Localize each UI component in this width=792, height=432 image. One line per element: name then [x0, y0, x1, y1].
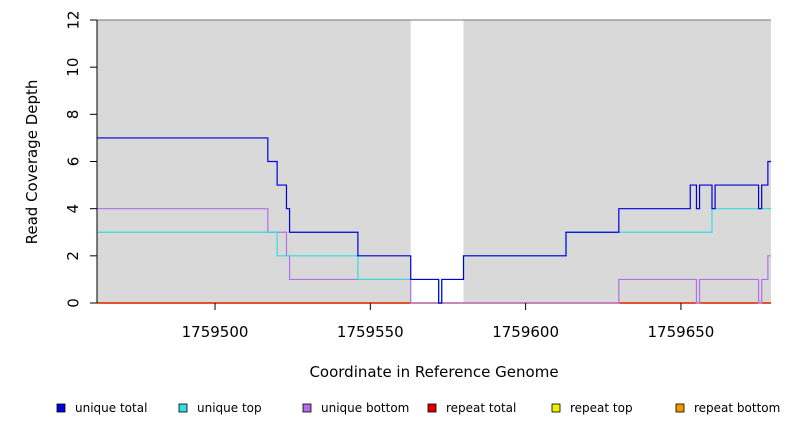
- legend: unique total unique top unique bottom repea…: [56, 401, 780, 415]
- legend-swatch-unique-total: [56, 403, 66, 413]
- x-axis-title: Coordinate in Reference Genome: [309, 363, 558, 381]
- y-tick-label: 12: [64, 10, 82, 29]
- x-tick-label: 1759600: [492, 323, 559, 341]
- legend-swatch-unique-bottom: [302, 403, 312, 413]
- legend-label-repeat-bottom: repeat bottom: [694, 401, 780, 415]
- y-tick-label: 4: [64, 204, 82, 214]
- shaded-region: [463, 20, 771, 303]
- y-tick-label: 6: [64, 157, 82, 167]
- series-line-unique-bottom: [97, 208, 771, 304]
- legend-label-unique-bottom: unique bottom: [321, 401, 409, 415]
- plot-background: [97, 19, 771, 303]
- y-tick-label: 2: [64, 251, 82, 261]
- shaded-region: [97, 20, 411, 303]
- axes: 0 2 4 6 8 10 12 1759500 1759550 1759600 1759650: [64, 10, 714, 341]
- y-tick-label: 10: [64, 58, 82, 77]
- legend-swatch-repeat-total: [427, 403, 437, 413]
- legend-swatch-repeat-top: [551, 403, 561, 413]
- legend-label-unique-top: unique top: [197, 401, 262, 415]
- legend-swatch-unique-top: [178, 403, 188, 413]
- series-line-unique-total: [97, 137, 771, 304]
- x-tick-label: 1759650: [648, 323, 715, 341]
- legend-swatch-repeat-bottom: [675, 403, 685, 413]
- series-group: [97, 137, 771, 304]
- legend-label-unique-total: unique total: [75, 401, 147, 415]
- x-tick-label: 1759550: [337, 323, 404, 341]
- legend-label-repeat-top: repeat top: [570, 401, 633, 415]
- y-axis-title: Read Coverage Depth: [23, 80, 41, 245]
- y-tick-label: 8: [64, 110, 82, 120]
- legend-label-repeat-total: repeat total: [446, 401, 516, 415]
- y-tick-label: 0: [64, 298, 82, 308]
- x-tick-label: 1759500: [182, 323, 249, 341]
